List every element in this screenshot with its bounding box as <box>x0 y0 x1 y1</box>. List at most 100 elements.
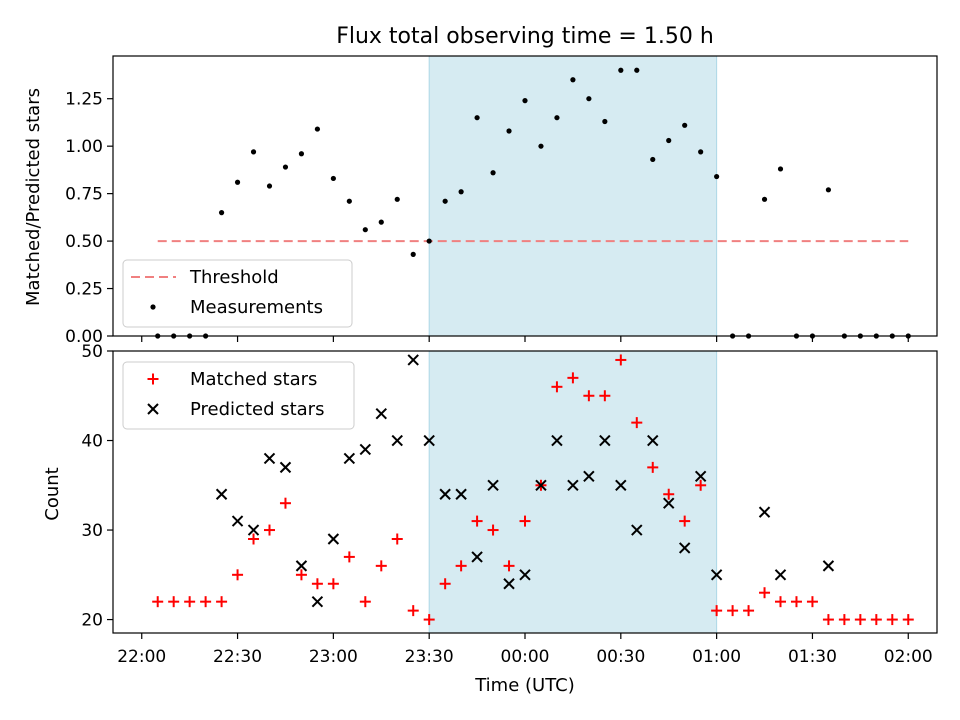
x-marker-b <box>551 434 563 447</box>
matched-star-point <box>902 614 914 626</box>
count-points <box>152 354 914 626</box>
predicted-star-point <box>663 497 675 509</box>
measurement-point <box>218 210 225 216</box>
predicted-star-point <box>694 470 707 483</box>
measurement-point <box>538 143 544 149</box>
x-marker-b <box>694 470 707 483</box>
matched-star-point <box>679 515 691 527</box>
x-tick-label: 02:00 <box>884 647 933 667</box>
x-marker-b <box>327 533 340 545</box>
predicted-star-point <box>327 533 340 545</box>
predicted-star-point <box>615 479 627 491</box>
matched-star-point <box>838 614 850 626</box>
predicted-star-point <box>231 515 244 527</box>
predicted-star-point <box>439 488 451 500</box>
predicted-star-point <box>343 452 356 465</box>
legend-measurement-label: Measurements <box>190 297 323 318</box>
measurement-point <box>506 128 512 134</box>
x-marker-b <box>455 488 467 500</box>
measurement-point <box>490 170 496 176</box>
x-marker-b <box>774 569 787 581</box>
matched-star-point <box>455 560 467 572</box>
measurement-point <box>314 126 321 132</box>
x-marker-b <box>631 524 643 536</box>
measurement-point <box>442 198 448 204</box>
measurement-point <box>602 118 608 125</box>
predicted-star-point <box>774 569 787 581</box>
x-marker-b <box>391 434 403 447</box>
y-tick-label: 0.50 <box>65 232 103 252</box>
y-tick-label: 30 <box>81 521 103 541</box>
matched-star-point <box>200 596 212 608</box>
x-marker-b <box>295 560 308 572</box>
predicted-star-point <box>391 434 403 447</box>
measurement-point <box>618 67 624 73</box>
predicted-star-point <box>263 452 276 465</box>
predicted-star-point <box>247 524 260 536</box>
matched-star-point <box>775 596 787 608</box>
bottom-y-axis-label: Count <box>42 467 63 520</box>
x-marker-b <box>678 542 691 554</box>
x-marker-b <box>231 515 244 527</box>
x-marker-b <box>407 354 419 366</box>
measurement-point <box>426 238 432 244</box>
top-panel: 0.00 0.25 0.50 0.75 1.00 1.25 Matched/Predict… <box>23 55 938 347</box>
measurement-point <box>362 227 368 233</box>
legend-matched-swatch <box>147 373 159 385</box>
x-marker-b <box>583 470 595 483</box>
y-tick-label: 1.25 <box>65 90 103 110</box>
observing-window-band <box>428 55 718 337</box>
y-tick-label: 40 <box>81 432 103 452</box>
measurement-point <box>666 137 672 144</box>
predicted-star-point <box>583 470 595 483</box>
measurement-point <box>554 115 560 121</box>
measurement-point <box>586 96 592 102</box>
measurement-point <box>266 183 273 189</box>
x-marker-b <box>359 443 372 456</box>
measurement-point <box>410 251 416 257</box>
predicted-star-point <box>455 488 467 500</box>
matched-star-point <box>519 515 531 527</box>
y-tick-label: 1.00 <box>65 137 103 157</box>
predicted-star-point <box>503 578 515 590</box>
measurement-point <box>698 149 704 155</box>
predicted-star-point <box>279 461 292 474</box>
matched-star-point <box>551 381 563 393</box>
predicted-star-point <box>295 560 308 572</box>
predicted-star-point <box>551 434 563 447</box>
legend-box <box>122 259 353 328</box>
matched-star-point <box>822 614 834 626</box>
legend-measurement-swatch <box>150 304 156 310</box>
top-x-ticks <box>141 336 909 342</box>
matched-star-point <box>743 605 755 617</box>
legend-predicted-swatch <box>147 403 159 415</box>
y-tick-label: 0.25 <box>65 280 103 300</box>
matched-star-point <box>695 479 707 491</box>
matched-star-point <box>615 354 627 366</box>
x-marker-b <box>503 578 515 590</box>
x-marker-b <box>375 407 387 420</box>
predicted-star-point <box>758 506 771 518</box>
x-marker-b <box>647 434 659 447</box>
y-tick-label: 50 <box>81 342 103 362</box>
measurement-point <box>282 164 289 170</box>
bottom-legend: Matched stars Predicted stars <box>122 361 355 430</box>
measurement-point <box>570 77 576 83</box>
measurement-point <box>474 115 480 121</box>
measurement-point <box>330 175 336 182</box>
x-marker-b <box>758 506 771 518</box>
x-marker-b <box>535 479 547 491</box>
matched-star-point <box>311 578 323 590</box>
predicted-star-point <box>647 434 659 447</box>
x-tick-label: 22:00 <box>117 647 166 667</box>
matched-star-point <box>567 372 579 384</box>
measurement-point <box>634 67 640 73</box>
x-marker-b <box>710 569 723 581</box>
matched-star-point <box>279 497 291 509</box>
x-tick-label: 23:30 <box>405 647 454 667</box>
x-marker-b <box>663 497 675 509</box>
matched-star-point <box>439 578 451 590</box>
matched-star-point <box>168 596 180 608</box>
legend-threshold-label: Threshold <box>189 267 279 288</box>
legend-box <box>122 361 355 430</box>
